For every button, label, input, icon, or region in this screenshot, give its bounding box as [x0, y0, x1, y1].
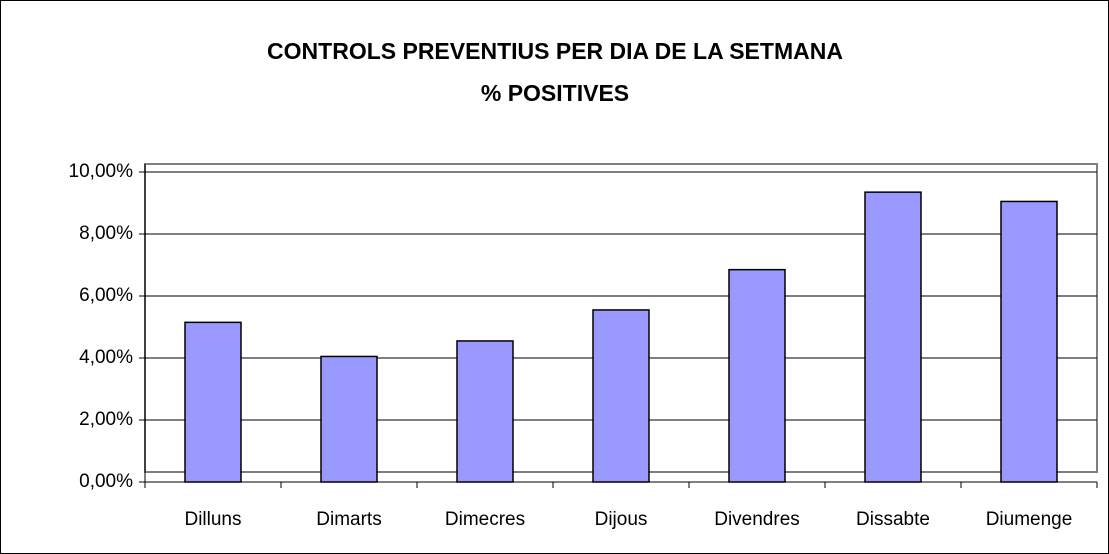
- bar: [728, 268, 786, 483]
- chart-subtitle: % POSITIVES: [481, 80, 629, 106]
- x-tick-label: Diumenge: [986, 509, 1073, 530]
- bar: [864, 191, 922, 483]
- x-tick-label: Divendres: [714, 509, 800, 530]
- y-tick-label: 6,00%: [79, 285, 133, 306]
- x-tick-label: Dijous: [595, 509, 648, 530]
- x-tick-label: Dimecres: [445, 509, 525, 530]
- bar: [592, 309, 650, 483]
- y-tick-label: 2,00%: [79, 409, 133, 430]
- y-tick-label: 10,00%: [69, 161, 134, 182]
- y-tick-label: 4,00%: [79, 347, 133, 368]
- x-tick-label: Dimarts: [316, 509, 381, 530]
- chart-title: CONTROLS PREVENTIUS PER DIA DE LA SETMAN…: [267, 38, 843, 64]
- bar: [320, 355, 378, 483]
- bar: [456, 340, 514, 483]
- x-tick-label: Dilluns: [184, 509, 241, 530]
- x-tick-label: Dissabte: [856, 509, 930, 530]
- bar: [1000, 200, 1058, 483]
- y-tick-label: 0,00%: [79, 471, 133, 492]
- y-tick-label: 8,00%: [79, 223, 133, 244]
- bar: [184, 321, 242, 483]
